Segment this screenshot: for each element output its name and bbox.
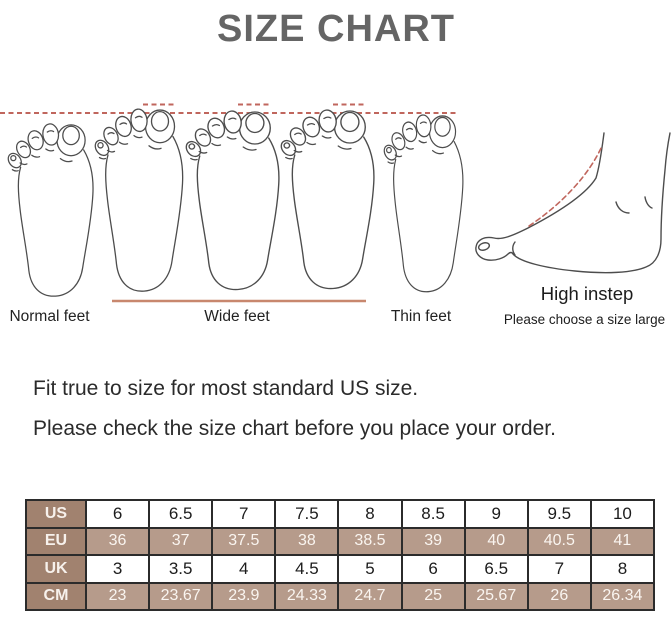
size-cell: 40 bbox=[463, 526, 529, 556]
size-cell: 8 bbox=[589, 554, 656, 584]
foot-normal-illustration bbox=[4, 122, 94, 297]
size-cell: 5 bbox=[337, 554, 403, 584]
high-instep-title: High instep bbox=[540, 283, 634, 304]
feet-diagram-illustration bbox=[0, 103, 671, 303]
size-cell: 9.5 bbox=[526, 499, 592, 529]
label-normal-feet: Normal feet bbox=[9, 308, 90, 325]
size-cell: 23.67 bbox=[148, 581, 214, 611]
feet-size-guide: Normal feet Wide feet Thin feet High ins… bbox=[0, 95, 672, 340]
foot-side-view-illustration bbox=[475, 132, 671, 274]
size-cell: 26 bbox=[526, 581, 592, 611]
size-cell: 7.5 bbox=[274, 499, 340, 529]
size-cell: 7 bbox=[211, 499, 277, 529]
size-cell: 6.5 bbox=[148, 499, 214, 529]
size-cell: 9 bbox=[463, 499, 529, 529]
note-check-chart: Please check the size chart before you p… bbox=[33, 417, 556, 440]
size-cell: 24.7 bbox=[337, 581, 403, 611]
table-row-eu: EU 36 37 37.5 38 38.5 39 40 40.5 41 bbox=[25, 526, 656, 556]
size-cell: 8.5 bbox=[400, 499, 466, 529]
foot-wide-2-illustration bbox=[182, 109, 280, 291]
high-instep-dashed-line bbox=[528, 145, 603, 227]
foot-wide-1-illustration bbox=[91, 107, 184, 292]
label-thin-feet: Thin feet bbox=[390, 308, 452, 325]
high-instep-note: Please choose a size large bbox=[503, 312, 666, 327]
size-cell: 37.5 bbox=[211, 526, 277, 556]
table-row-uk: UK 3 3.5 4 4.5 5 6 6.5 7 8 bbox=[25, 554, 656, 584]
size-cell: 38.5 bbox=[337, 526, 403, 556]
foot-thin-illustration bbox=[381, 113, 464, 293]
measurement-dashed-line bbox=[0, 103, 458, 114]
label-wide-feet: Wide feet bbox=[204, 308, 270, 325]
size-cell: 39 bbox=[400, 526, 466, 556]
size-cell: 23 bbox=[84, 581, 151, 611]
size-cell: 37 bbox=[148, 526, 214, 556]
sizing-notes: Fit true to size for most standard US si… bbox=[33, 378, 672, 440]
foot-wide-3-illustration bbox=[277, 108, 375, 290]
size-cell: 4 bbox=[211, 554, 277, 584]
size-cell: 25.67 bbox=[463, 581, 529, 611]
size-cell: 4.5 bbox=[274, 554, 340, 584]
table-row-cm: CM 23 23.67 23.9 24.33 24.7 25 25.67 26 … bbox=[25, 581, 656, 611]
row-label-cell: US bbox=[25, 499, 87, 529]
size-cell: 24.33 bbox=[274, 581, 340, 611]
size-cell: 10 bbox=[589, 499, 656, 529]
row-label-cell: UK bbox=[25, 554, 87, 584]
size-cell: 8 bbox=[337, 499, 403, 529]
size-cell: 6 bbox=[84, 499, 151, 529]
size-cell: 3.5 bbox=[148, 554, 214, 584]
row-label-cell: CM bbox=[25, 581, 87, 611]
size-cell: 41 bbox=[589, 526, 656, 556]
size-cell: 7 bbox=[526, 554, 592, 584]
size-cell: 6.5 bbox=[463, 554, 529, 584]
page-title: SIZE CHART bbox=[217, 8, 455, 50]
size-cell: 3 bbox=[84, 554, 151, 584]
size-cell: 25 bbox=[400, 581, 466, 611]
size-cell: 6 bbox=[400, 554, 466, 584]
size-conversion-table: US 6 6.5 7 7.5 8 8.5 9 9.5 10 EU 36 37 3… bbox=[25, 499, 656, 611]
note-fit-true: Fit true to size for most standard US si… bbox=[33, 377, 419, 400]
size-cell: 26.34 bbox=[589, 581, 656, 611]
size-cell: 36 bbox=[84, 526, 151, 556]
size-cell: 23.9 bbox=[211, 581, 277, 611]
table-row-us: US 6 6.5 7 7.5 8 8.5 9 9.5 10 bbox=[25, 499, 656, 529]
size-cell: 38 bbox=[274, 526, 340, 556]
row-label-cell: EU bbox=[25, 526, 87, 556]
size-cell: 40.5 bbox=[526, 526, 592, 556]
